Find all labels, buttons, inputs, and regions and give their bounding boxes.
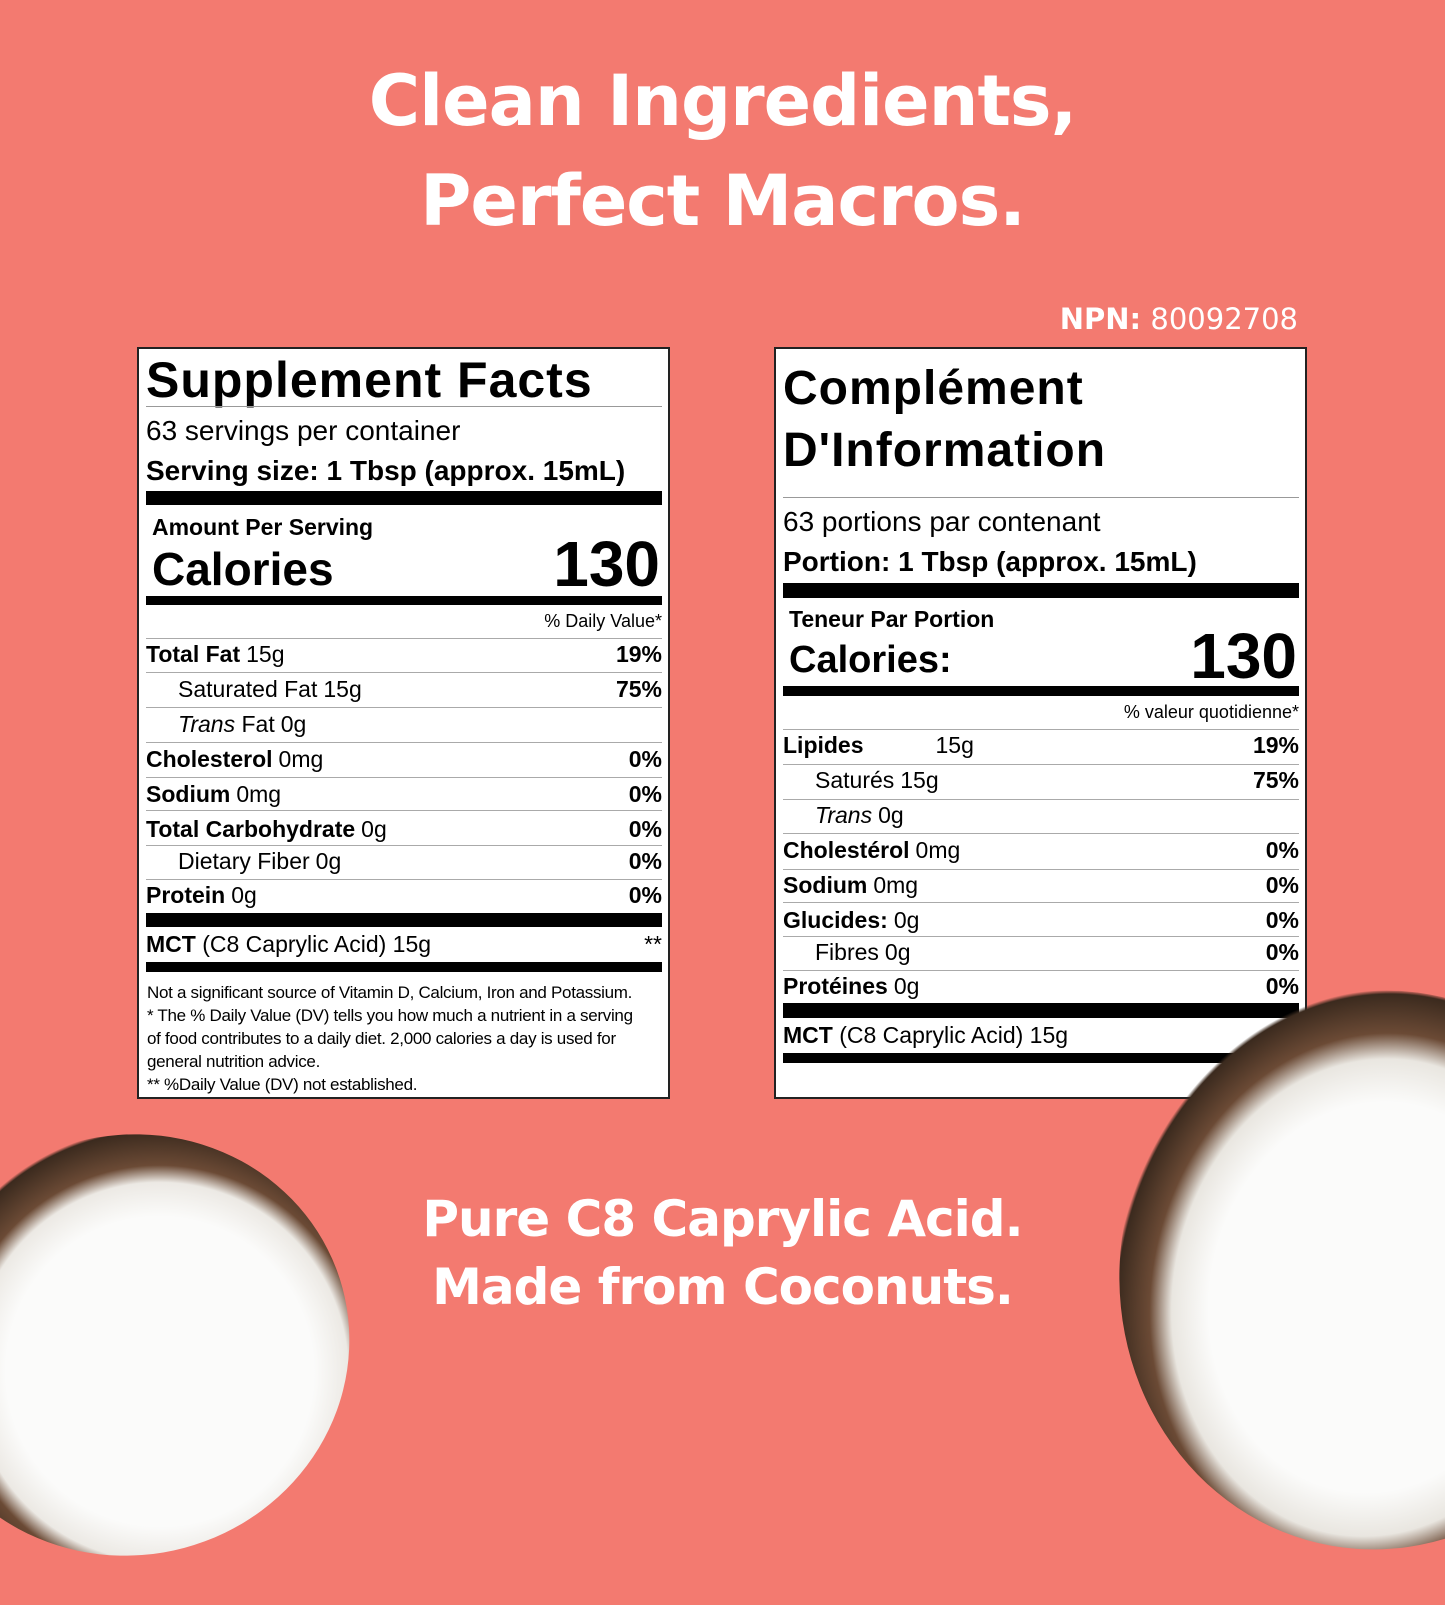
panel-title: Supplement Facts — [146, 352, 593, 408]
nutrient-row: Cholestérol 0mg 0% — [783, 837, 1299, 863]
nutrient-row: Lipides 15g 19% — [783, 732, 1299, 758]
servings: 63 portions par contenant — [783, 506, 1101, 537]
nutrient-row: Sodium 0mg 0% — [783, 872, 1299, 898]
serving-size: Serving size: 1 Tbsp (approx. 15mL) — [146, 455, 626, 486]
dv-header: % valeur quotidienne* — [1123, 702, 1299, 722]
amount-per-serving: Teneur Par Portion — [789, 606, 995, 632]
complement-information-panel: Complément D'Information 63 portions par… — [774, 347, 1307, 1099]
footnote-line: of food contributes to a daily diet. 2,0… — [147, 1029, 616, 1048]
nutrient-row: Fibres 0g 0% — [815, 939, 1299, 965]
npn-label: NPN: — [1059, 302, 1142, 336]
calories-label: Calories: — [789, 639, 952, 681]
supplement-facts-panel: Supplement Facts 63 servings per contain… — [137, 347, 670, 1099]
panel-title-line1: Complément — [783, 362, 1084, 415]
calories-value: 130 — [1190, 620, 1297, 692]
tagline-line1: Pure C8 Caprylic Acid. — [422, 1190, 1023, 1248]
amount-per-serving: Amount Per Serving — [152, 514, 374, 540]
nutrient-row: Cholesterol 0mg 0% — [146, 746, 662, 772]
footnote-line: ** %Daily Value (DV) not established. — [147, 1075, 418, 1094]
npn-value: 80092708 — [1150, 302, 1298, 336]
nutrient-row: Total Fat 15g 19% — [146, 641, 662, 667]
footnotes: Not a significant source of Vitamin D, C… — [147, 981, 633, 1096]
mct-row: MCT (C8 Caprylic Acid) 15g** — [146, 931, 662, 957]
footnote-line: Not a significant source of Vitamin D, C… — [147, 983, 633, 1002]
nutrient-row: Saturated Fat 15g 75% — [178, 676, 662, 702]
footnote-line: general nutrition advice. — [147, 1052, 321, 1071]
nutrient-row: Total Carbohydrate 0g 0% — [146, 816, 662, 842]
headline-line1: Clean Ingredients, — [368, 60, 1077, 142]
nutrient-row: Protein 0g 0% — [146, 882, 662, 908]
nutrient-row: Saturés 15g 75% — [815, 767, 1299, 793]
headline-line2: Perfect Macros. — [420, 160, 1026, 242]
nutrient-row: Sodium 0mg 0% — [146, 781, 662, 807]
nutrient-row: Glucides: 0g 0% — [783, 907, 1299, 933]
mct-row: MCT (C8 Caprylic Acid) 15g** — [783, 1022, 1299, 1048]
nutrient-row: Dietary Fiber 0g 0% — [178, 848, 662, 874]
nutrient-row: Protéines 0g 0% — [783, 973, 1299, 999]
nutrient-row: Trans Fat 0g — [178, 711, 307, 737]
panel-title-line2: D'Information — [783, 424, 1107, 477]
footnote-line: * The % Daily Value (DV) tells you how m… — [147, 1006, 633, 1025]
tagline-line2: Made from Coconuts. — [432, 1258, 1014, 1316]
coconut-left-image — [0, 1085, 397, 1605]
servings: 63 servings per container — [146, 415, 461, 446]
serving-size: Portion: 1 Tbsp (approx. 15mL) — [783, 546, 1197, 577]
npn: NPN: 80092708 — [1060, 302, 1298, 336]
calories-label: Calories — [152, 543, 334, 595]
dv-header: % Daily Value* — [544, 611, 662, 631]
calories-value: 130 — [553, 528, 660, 600]
nutrient-row: Trans 0g — [815, 802, 904, 828]
